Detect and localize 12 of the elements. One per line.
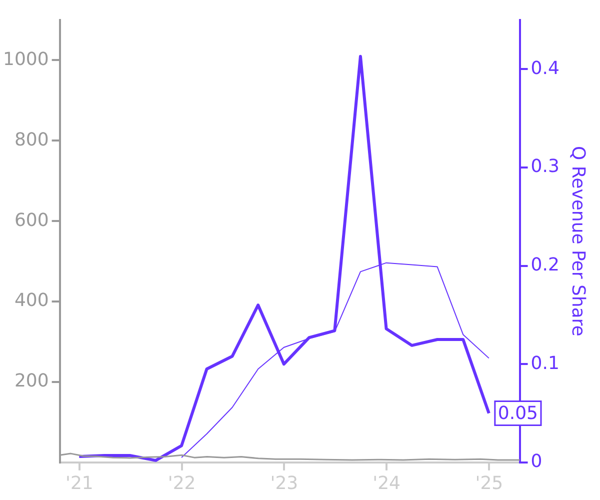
y2-tick-label: 0.1 — [530, 352, 560, 374]
y2-tick-label: 0 — [530, 451, 542, 472]
y2-tick-label: 0.2 — [530, 254, 560, 276]
y-tick-label: 800 — [14, 129, 49, 150]
y-tick-label: 200 — [14, 370, 49, 392]
y2-axis-title: Q Revenue Per Share — [568, 146, 589, 336]
y-tick-label: 400 — [14, 290, 49, 312]
y2-tick-label: 0.4 — [530, 58, 560, 79]
y-tick-label: 600 — [14, 210, 49, 231]
y2-tick-label: 0.3 — [530, 156, 560, 178]
y-tick-label: 1000 — [2, 48, 49, 70]
data-label: 0.05 — [498, 402, 538, 424]
